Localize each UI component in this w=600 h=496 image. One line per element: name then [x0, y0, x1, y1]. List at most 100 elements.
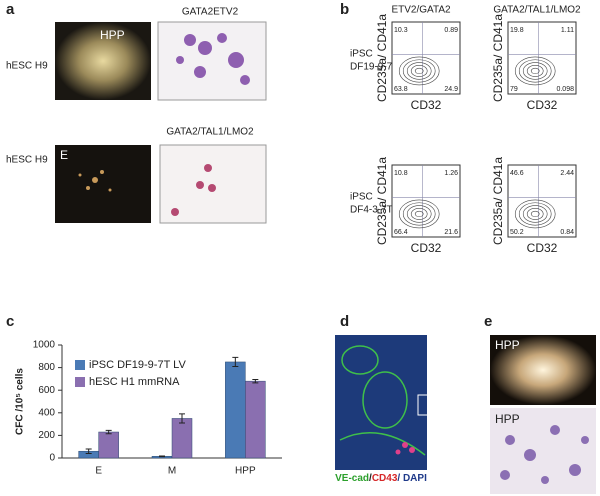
error-bar	[159, 455, 165, 458]
contour	[530, 210, 540, 218]
contour	[406, 62, 432, 80]
x-tick-label: HPP	[235, 466, 256, 477]
contour	[398, 56, 440, 86]
quadrant-value: 46.6	[510, 170, 524, 177]
y-axis-label: CFC /10⁵ cells	[15, 368, 26, 435]
contour	[414, 210, 424, 218]
quadrant-value: 10.3	[394, 27, 408, 34]
bar	[171, 418, 193, 459]
y-axis-label: CD235a/ CD41a	[491, 157, 505, 245]
contour	[514, 56, 556, 86]
y-tick-label: 400	[38, 407, 55, 418]
error-bar	[232, 356, 239, 367]
contour	[414, 67, 424, 75]
image-label: E	[60, 148, 68, 162]
x-axis-label: CD32	[411, 241, 442, 255]
cells	[395, 442, 415, 455]
caption-part: VE-cad	[335, 473, 369, 484]
row-label: DF19-9-7T	[350, 62, 398, 73]
image-label: HPP	[495, 412, 520, 426]
legend-label: hESC H1 mmRNA	[89, 376, 180, 388]
y-tick-label: 1000	[33, 340, 56, 351]
panel-label: a	[6, 1, 15, 18]
x-axis-label: CD32	[527, 241, 558, 255]
panel-label: e	[484, 313, 492, 330]
row-label: iPSC	[350, 49, 373, 60]
y-axis-label: CD235a/ CD41a	[491, 14, 505, 102]
quadrant-value: 19.8	[510, 27, 524, 34]
y-axis-label: CD235a/ CD41a	[375, 14, 389, 102]
legend-label: iPSC DF19-9-7T LV	[89, 359, 186, 371]
panel-label: c	[6, 313, 14, 330]
column-title: GATA2/TAL1/LMO2	[493, 5, 581, 16]
contour	[514, 199, 556, 229]
quadrant-value: 21.6	[444, 229, 458, 236]
quadrant-value: 0.098	[556, 86, 574, 93]
caption-part: / DAPI	[397, 473, 427, 484]
x-tick-label: M	[168, 466, 176, 477]
caption-part: /	[369, 473, 372, 484]
quadrant-value: 24.9	[444, 86, 458, 93]
bar	[245, 380, 266, 459]
row-label: hESC H9	[6, 155, 48, 166]
y-tick-label: 200	[38, 430, 55, 441]
image-label: HPP	[495, 338, 520, 352]
speckles	[78, 170, 112, 192]
quadrant-value: 63.8	[394, 86, 408, 93]
cells	[500, 425, 589, 484]
y-tick-label: 800	[38, 362, 55, 373]
x-tick-label: E	[95, 466, 102, 477]
contour	[402, 59, 436, 83]
micrograph	[490, 335, 596, 405]
panel-title: GATA2ETV2	[182, 7, 239, 18]
image-label: HPP	[100, 28, 125, 42]
error-bar	[105, 429, 112, 435]
contour	[518, 202, 552, 226]
legend-swatch	[75, 360, 85, 370]
bar	[98, 431, 119, 459]
panel-title: GATA2/TAL1/LMO2	[166, 127, 254, 138]
quadrant-value: 66.4	[394, 229, 408, 236]
contour	[410, 65, 428, 77]
quadrant-value: 10.8	[394, 170, 408, 177]
contour	[398, 199, 440, 229]
quadrant-value: 79	[510, 86, 518, 93]
cells	[176, 33, 250, 85]
contour	[522, 205, 548, 223]
caption-part: CD43	[372, 473, 398, 484]
contour	[522, 62, 548, 80]
contour	[402, 202, 436, 226]
contour	[518, 59, 552, 83]
y-tick-label: 600	[38, 385, 55, 396]
row-label: iPSC	[350, 192, 373, 203]
contour	[406, 205, 432, 223]
quadrant-value: 0.89	[444, 27, 458, 34]
micrograph	[55, 145, 151, 223]
panel-label: b	[340, 1, 349, 18]
error-bar	[85, 448, 92, 454]
row-label: hESC H9	[6, 61, 48, 72]
y-axis-label: CD235a/ CD41a	[375, 157, 389, 245]
cells	[171, 164, 216, 216]
caption: VE-cad/CD43/ DAPI	[335, 473, 427, 484]
quadrant-value: 1.11	[561, 27, 574, 34]
column-title: ETV2/GATA2	[391, 5, 451, 16]
quadrant-value: 0.84	[560, 229, 574, 236]
error-bar	[179, 413, 185, 424]
legend-swatch	[75, 377, 85, 387]
inset-box	[417, 394, 437, 416]
contour	[410, 208, 428, 220]
quadrant-value: 2.44	[560, 170, 574, 177]
quadrant-value: 1.26	[444, 170, 458, 177]
error-bar	[252, 378, 259, 384]
micrograph	[157, 21, 267, 101]
y-tick-label: 0	[49, 453, 55, 464]
row-label: DF4-3-7T	[350, 205, 393, 216]
quadrant-value: 50.2	[510, 229, 524, 236]
bar	[225, 361, 246, 459]
panel-label: d	[340, 313, 349, 330]
contour	[530, 67, 540, 75]
contour	[526, 65, 544, 77]
x-axis-label: CD32	[411, 98, 442, 112]
